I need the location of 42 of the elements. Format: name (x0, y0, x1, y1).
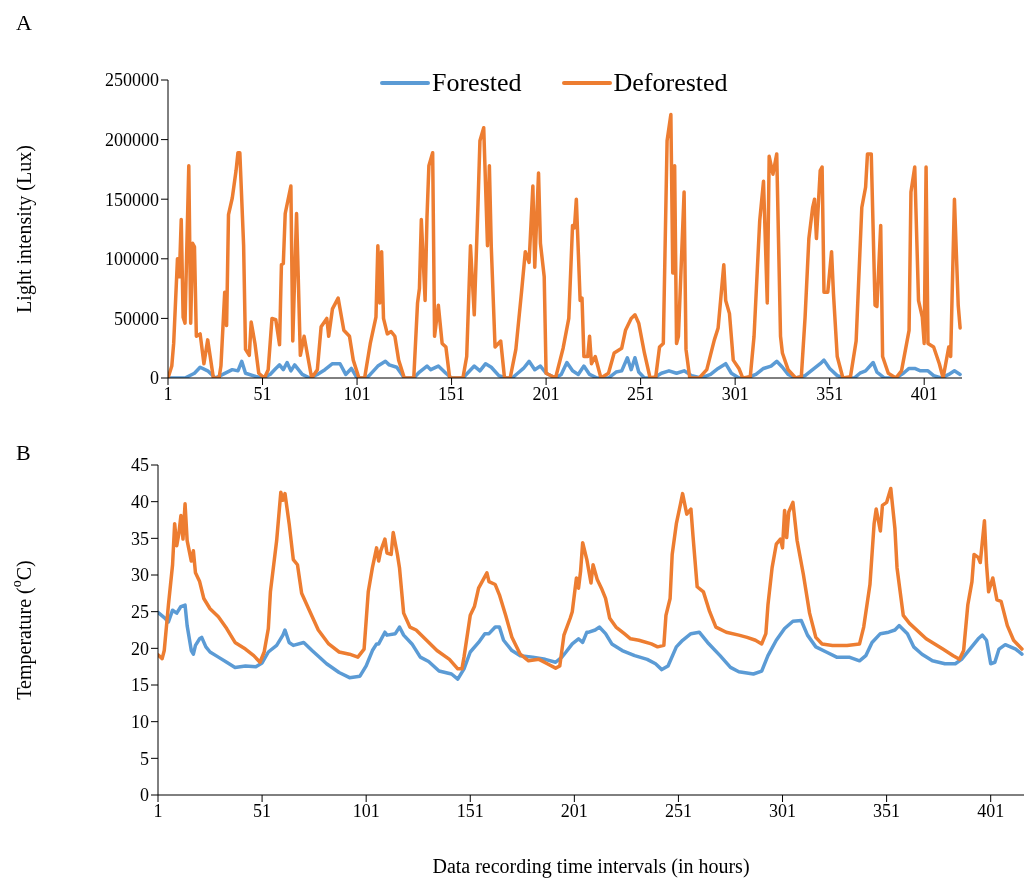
y-tick-label: 50000 (114, 308, 159, 329)
x-tick-label: 401 (977, 800, 1005, 821)
y-tick-label: 150000 (105, 189, 159, 210)
x-tick-label: 201 (532, 383, 560, 404)
x-tick-label: 1 (163, 383, 173, 404)
chart-title: A (16, 10, 32, 36)
x-axis-title: Data recording time intervals (in hours) (432, 855, 750, 878)
y-tick-label: 15 (131, 675, 149, 696)
line-series (158, 486, 1024, 671)
x-tick-label: 1 (153, 800, 163, 821)
y-axis-title: Light intensity (Lux) (13, 145, 36, 313)
y-tick-label: 100000 (105, 249, 159, 270)
y-tick-label: 30 (131, 565, 149, 586)
y-tick-label: 35 (131, 528, 149, 549)
legend-label: Deforested (613, 68, 728, 98)
x-tick-label: 351 (873, 800, 901, 821)
x-tick-label: 51 (253, 800, 272, 821)
y-tick-label: 200000 (105, 129, 159, 150)
y-tick-label: 25 (131, 602, 149, 623)
x-tick-label: 151 (456, 800, 484, 821)
x-tick-label: 151 (438, 383, 466, 404)
x-tick-label: 351 (816, 383, 844, 404)
x-tick-label: 51 (253, 383, 272, 404)
x-tick-label: 101 (343, 383, 371, 404)
legend-label: Forested (432, 68, 522, 98)
line-series (158, 603, 1024, 681)
x-tick-label: 301 (769, 800, 797, 821)
x-tick-label: 301 (721, 383, 749, 404)
y-tick-label: 0 (140, 785, 149, 806)
x-tick-label: 401 (910, 383, 938, 404)
y-tick-label: 10 (131, 712, 149, 733)
y-tick-label: 20 (131, 638, 149, 659)
x-tick-label: 101 (352, 800, 380, 821)
x-tick-label: 251 (627, 383, 655, 404)
x-tick-label: 201 (560, 800, 588, 821)
chart-title: B (16, 440, 31, 466)
x-tick-label: 251 (664, 800, 692, 821)
y-tick-label: 0 (150, 368, 159, 389)
y-tick-label: 5 (140, 748, 149, 769)
y-tick-label: 250000 (105, 70, 159, 91)
y-tick-label: 45 (131, 455, 149, 476)
y-tick-label: 40 (131, 492, 149, 513)
